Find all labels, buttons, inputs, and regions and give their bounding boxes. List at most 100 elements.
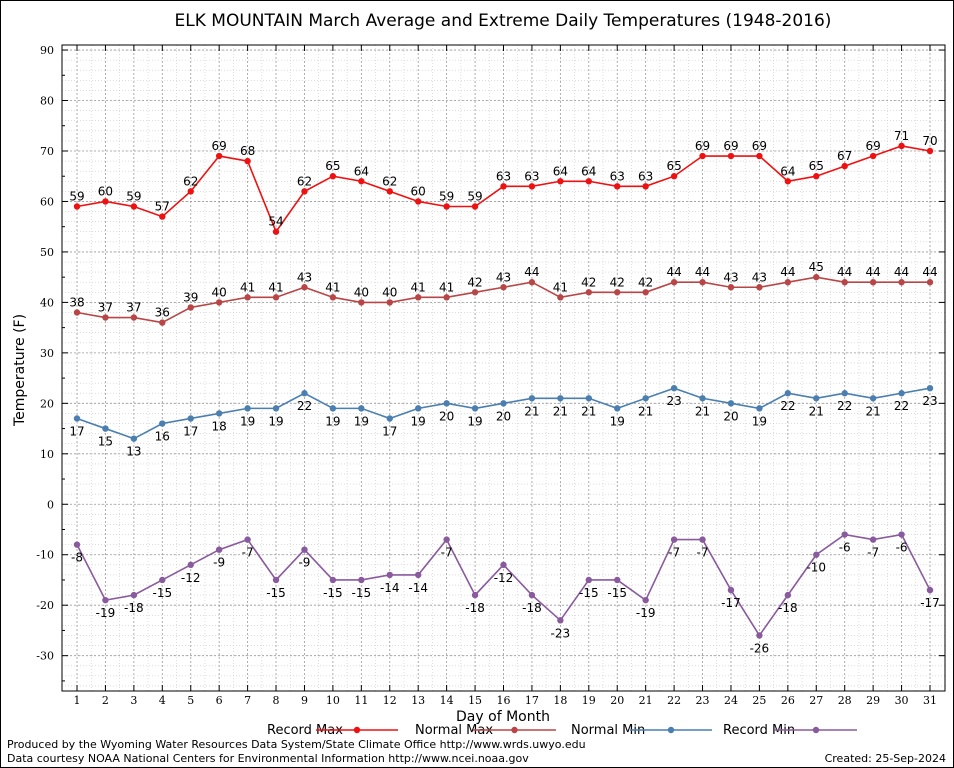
data-label: -8 [71,551,83,565]
data-label: 42 [467,275,482,289]
data-point [926,147,934,155]
data-label: 71 [894,129,909,143]
data-point [244,294,251,301]
data-label: 21 [638,404,653,418]
data-point [557,178,564,185]
grid [62,45,945,691]
data-point [272,228,280,235]
x-tick-label: 12 [383,694,397,707]
data-point [642,183,649,190]
data-point [329,405,337,412]
data-point [301,284,308,291]
data-label: -12 [494,571,514,585]
data-point [813,551,820,558]
data-point [329,576,337,584]
data-label: 44 [922,265,937,279]
data-point [813,395,820,402]
data-point [301,188,308,195]
data-label: 43 [297,270,312,284]
data-label: 63 [524,169,539,183]
data-point [614,405,621,412]
data-point [130,591,138,599]
y-axis-label: Temperature (F) [12,314,28,427]
data-point [926,279,934,286]
data-point [869,279,877,286]
x-tick-label: 16 [497,694,511,707]
data-label: 40 [382,285,397,299]
data-point [102,596,109,604]
data-label: 60 [411,184,426,198]
data-point [813,173,820,180]
data-label: 41 [553,280,568,294]
data-label: 44 [865,265,880,279]
data-point [272,576,280,584]
x-tick-label: 23 [696,694,710,707]
data-point [130,314,138,321]
data-point [528,279,536,286]
x-tick-label: 6 [216,694,223,707]
data-point [642,395,649,402]
data-label: 42 [610,275,625,289]
data-label: 22 [297,399,312,413]
data-label: -18 [124,601,144,615]
data-label: -12 [181,571,201,585]
data-label: -15 [266,586,286,600]
data-point [585,395,592,402]
data-point [585,576,592,584]
data-point [642,596,649,604]
x-tick-label: 10 [326,694,340,707]
legend-item: Normal Min [571,723,712,738]
data-point [471,405,479,412]
data-label: 43 [723,270,738,284]
data-point [528,591,536,599]
data-label: 23 [922,394,937,408]
x-tick-label: 24 [724,694,738,707]
data-point [73,541,81,548]
data-point [841,162,848,170]
data-point [500,400,507,407]
x-tick-label: 4 [159,694,166,707]
x-tick-label: 27 [809,694,823,707]
data-point [670,384,678,392]
data-point [215,152,223,160]
series-lines [73,142,934,639]
data-point [187,188,194,195]
data-point [159,213,166,220]
data-point [670,173,678,180]
data-point [756,632,763,639]
data-label: -15 [579,586,599,600]
data-point [386,299,393,306]
data-point [756,284,763,291]
data-point [443,536,450,543]
x-tick-label: 25 [752,694,766,707]
x-axis-label: Day of Month [456,709,550,725]
data-point [102,314,109,321]
x-tick-label: 15 [468,694,482,707]
data-label: 65 [809,159,824,173]
data-label: -18 [778,601,798,615]
data-label: 44 [524,265,539,279]
y-tick-label: 30 [40,347,54,360]
x-tick-label: 2 [102,694,109,707]
x-tick-label: 11 [354,694,368,707]
data-label: 63 [610,169,625,183]
data-label: 19 [325,414,340,428]
data-point [528,395,536,402]
data-point [614,183,621,190]
data-point [869,395,877,402]
data-point [386,571,393,579]
x-tick-label: 8 [273,694,280,707]
data-label: 21 [524,404,539,418]
data-label: 19 [610,414,625,428]
legend-label: Record Max [267,723,343,738]
data-label: -14 [380,581,400,595]
data-point [642,289,649,296]
data-label: 44 [780,265,795,279]
x-tick-label: 21 [639,694,653,707]
data-point [557,617,564,624]
x-tick-label: 22 [667,694,681,707]
data-point [244,157,251,165]
data-point [670,536,678,543]
